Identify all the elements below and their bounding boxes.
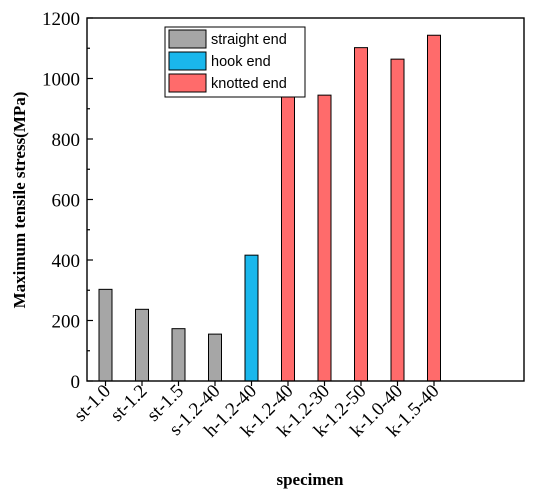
legend-label: straight end	[211, 32, 287, 48]
y-tick-label: 1000	[42, 70, 80, 91]
legend-swatch	[168, 29, 207, 49]
legend-label: knotted end	[211, 76, 287, 92]
bar-k-1.2-50	[354, 47, 368, 382]
bar-s-1.2-40	[208, 333, 222, 382]
plot-frame	[86, 17, 525, 382]
legend-swatch	[168, 51, 207, 71]
bar-k-1.2-30	[317, 94, 332, 382]
x-axis-ticks: st-1.0st-1.2st-1.5s-1.2-40h-1.2-40k-1.2-…	[70, 381, 444, 442]
x-axis-title: specimen	[276, 470, 344, 489]
bars-group	[98, 34, 441, 382]
bar-st-1.5	[171, 328, 186, 382]
legend-label: hook end	[211, 54, 271, 70]
y-axis-title: Maximum tensile stress(MPa)	[10, 92, 29, 309]
bar-k-1.5-40	[427, 34, 441, 382]
bar-st-1.2	[135, 308, 149, 382]
bar-h-1.2-40	[244, 254, 259, 382]
y-tick-label: 200	[52, 312, 81, 333]
bar-st-1.0	[98, 288, 113, 382]
legend: straight end hook end knotted end	[164, 26, 306, 98]
y-tick-label: 800	[52, 130, 81, 151]
legend-swatch	[168, 73, 207, 93]
y-tick-label: 0	[71, 372, 81, 393]
x-tick-label: st-1.2	[106, 381, 151, 426]
y-tick-label: 600	[52, 191, 81, 212]
y-axis-ticks: 0 200 400 600 800 1000 1200	[42, 9, 93, 393]
y-tick-label: 1200	[42, 9, 80, 30]
bar-k-1.0-40	[390, 58, 405, 382]
y-tick-label: 400	[52, 251, 81, 272]
